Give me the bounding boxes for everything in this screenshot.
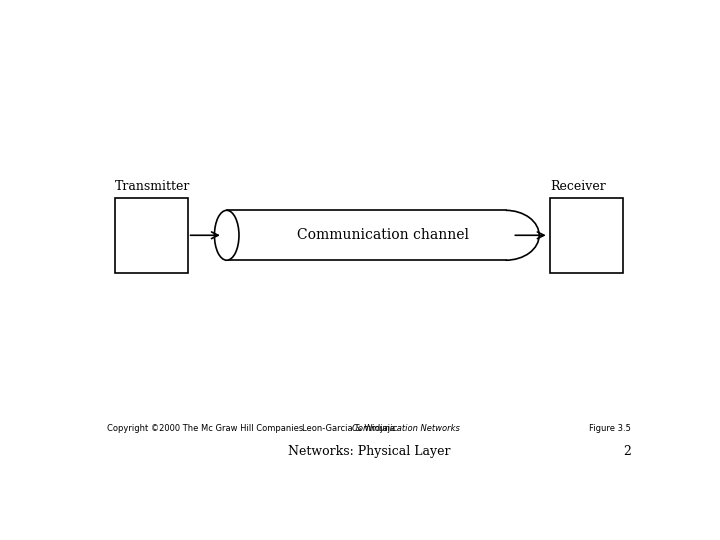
Text: Leon-Garcia & Widjaja:: Leon-Garcia & Widjaja: <box>302 424 403 433</box>
Ellipse shape <box>215 211 239 260</box>
Text: Figure 3.5: Figure 3.5 <box>590 424 631 433</box>
Text: Receiver: Receiver <box>550 180 606 193</box>
Text: Networks: Physical Layer: Networks: Physical Layer <box>288 445 450 458</box>
Text: Copyright ©2000 The Mc Graw Hill Companies: Copyright ©2000 The Mc Graw Hill Compani… <box>107 424 303 433</box>
Text: Transmitter: Transmitter <box>115 180 191 193</box>
Text: Communication channel: Communication channel <box>297 228 469 242</box>
Text: Communication Networks: Communication Networks <box>352 424 460 433</box>
Text: 2: 2 <box>624 445 631 458</box>
Bar <box>115 198 188 273</box>
Bar <box>550 198 623 273</box>
Bar <box>227 210 505 260</box>
